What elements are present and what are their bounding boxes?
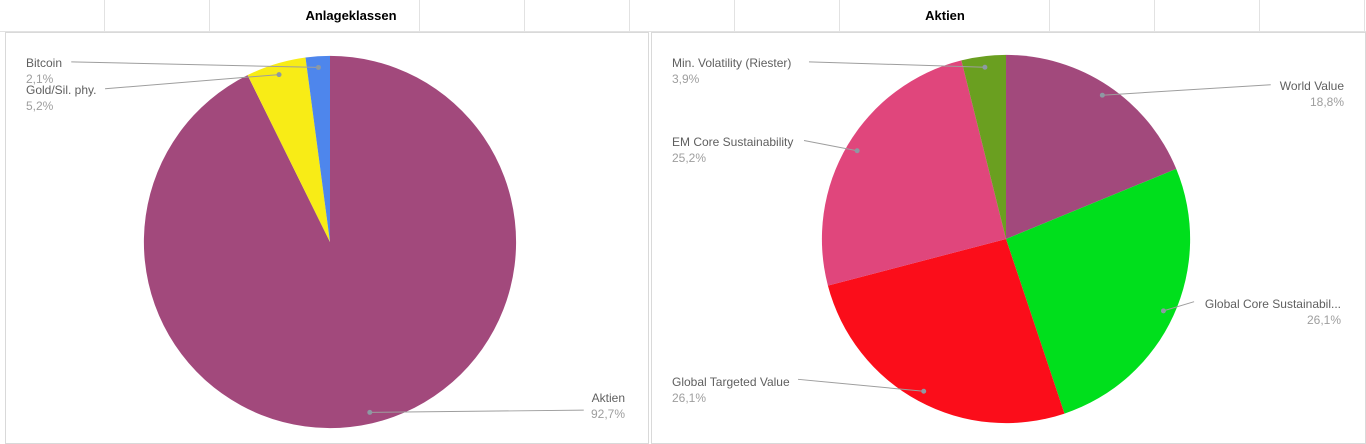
slice-label-name: EM Core Sustainability <box>672 135 794 149</box>
pie-slice-global-targeted-value[interactable] <box>827 238 1065 424</box>
pie-slice-aktien[interactable] <box>143 55 517 429</box>
cell-title-aktien[interactable]: Aktien <box>895 0 995 31</box>
leader-line <box>1102 84 1271 96</box>
slice-label-name: Bitcoin <box>26 56 63 70</box>
slice-label-em-core-sustainability: EM Core Sustainability 25,2% <box>672 134 793 166</box>
leader-line <box>105 74 280 90</box>
pie-slice-world-value[interactable] <box>1006 54 1177 239</box>
slice-label-percent: 5,2% <box>26 99 54 113</box>
leader-dot <box>1160 308 1166 314</box>
slice-label-world-value: World Value 18,8% <box>1280 78 1344 110</box>
leader-dot <box>854 148 860 154</box>
leader-line <box>808 61 985 68</box>
leader-dot <box>276 72 282 78</box>
leader-line <box>1163 301 1195 312</box>
pie-slice-global-core-sustainabil[interactable] <box>1006 168 1191 414</box>
pie-slice-min-volatility-riester[interactable] <box>961 54 1007 239</box>
slice-label-min-volatility-riester: Min. Volatility (Riester) 3,9% <box>672 55 791 87</box>
pie-slice-bitcoin[interactable] <box>305 55 330 242</box>
cell-title-anlageklassen[interactable]: Anlageklassen <box>289 0 413 31</box>
slice-label-name: Min. Volatility (Riester) <box>672 56 792 70</box>
leader-line <box>803 139 858 152</box>
pie-anlageklassen <box>71 55 584 429</box>
slice-label-name: Gold/Sil. phy. <box>26 83 97 97</box>
leader-dot <box>1099 92 1105 98</box>
chart-aktien[interactable]: Min. Volatility (Riester) 3,9% EM Core S… <box>651 32 1366 444</box>
slice-label-percent: 25,2% <box>672 151 707 165</box>
slice-label-bitcoin: Bitcoin 2,1% <box>26 55 62 87</box>
leader-dot <box>315 64 321 70</box>
slice-label-name: Aktien <box>591 391 625 405</box>
leader-dot <box>367 409 373 415</box>
leader-line <box>797 378 924 392</box>
pie-slice-gold-sil-phy[interactable] <box>247 57 330 242</box>
slice-label-global-targeted-value: Global Targeted Value 26,1% <box>672 374 790 406</box>
pie-slice-em-core-sustainability[interactable] <box>821 60 1007 286</box>
pie-aktien <box>797 54 1271 424</box>
slice-label-percent: 26,1% <box>672 391 707 405</box>
leader-dot <box>982 64 988 70</box>
leader-dot <box>921 388 927 394</box>
spreadsheet-header-row: Anlageklassen Aktien <box>0 0 1366 32</box>
leader-line <box>369 409 584 413</box>
slice-label-name: Global Core Sustainabil... <box>1204 297 1341 311</box>
slice-label-percent: 92,7% <box>590 407 625 421</box>
slice-label-name: Global Targeted Value <box>672 375 790 389</box>
slice-label-name: World Value <box>1279 79 1344 93</box>
slice-label-gold-sil-phy: Gold/Sil. phy. 5,2% <box>26 82 96 114</box>
slice-label-percent: 26,1% <box>1306 313 1341 327</box>
leader-line <box>71 61 319 68</box>
slice-label-percent: 2,1% <box>26 72 54 86</box>
slice-label-percent: 3,9% <box>672 72 700 86</box>
slice-label-global-core-sustainability: Global Core Sustainabil... 26,1% <box>1205 296 1341 328</box>
chart-anlageklassen[interactable]: Bitcoin 2,1% Gold/Sil. phy. 5,2% Aktien … <box>5 32 649 444</box>
slice-label-aktien: Aktien 92,7% <box>591 390 625 422</box>
slice-label-percent: 18,8% <box>1309 95 1344 109</box>
